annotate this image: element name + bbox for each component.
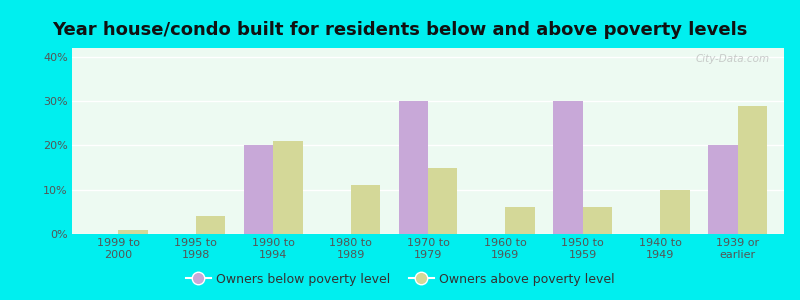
- Bar: [506, 207, 535, 234]
- Bar: [398, 101, 428, 234]
- Bar: [660, 190, 690, 234]
- Bar: [244, 146, 274, 234]
- Bar: [196, 216, 226, 234]
- Text: Year house/condo built for residents below and above poverty levels: Year house/condo built for residents bel…: [52, 21, 748, 39]
- Bar: [738, 106, 767, 234]
- Bar: [118, 230, 148, 234]
- Bar: [274, 141, 302, 234]
- Bar: [428, 168, 458, 234]
- Bar: [708, 146, 738, 234]
- Bar: [350, 185, 380, 234]
- Legend: Owners below poverty level, Owners above poverty level: Owners below poverty level, Owners above…: [181, 268, 619, 291]
- Text: City-Data.com: City-Data.com: [696, 54, 770, 64]
- Bar: [554, 101, 582, 234]
- Bar: [582, 207, 612, 234]
